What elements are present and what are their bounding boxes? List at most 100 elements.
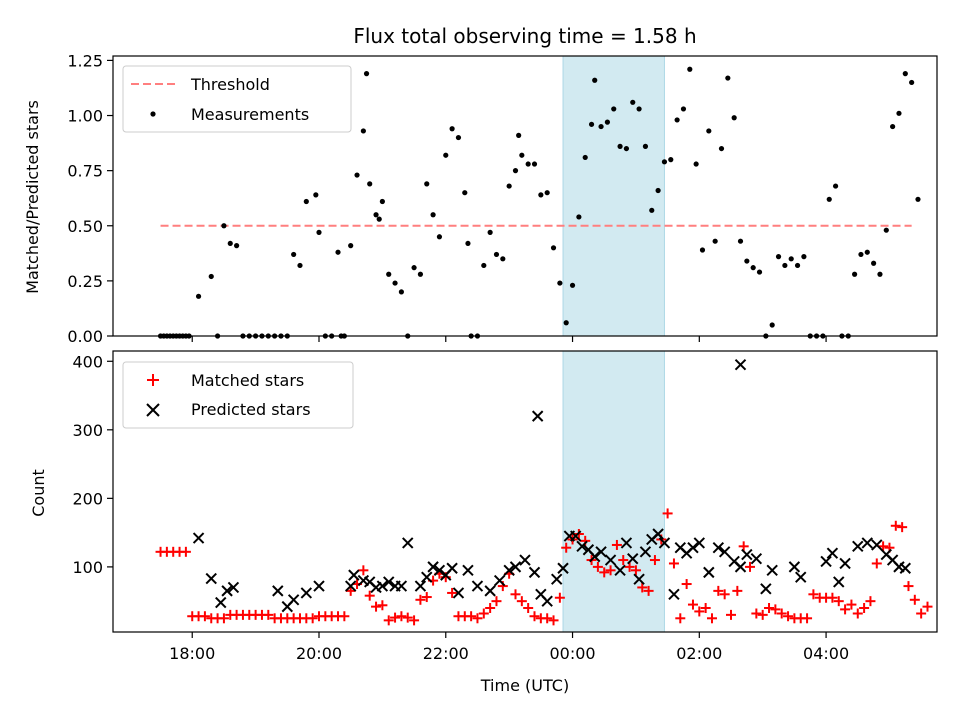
- marker-stroke: [205, 572, 217, 585]
- predicted-star-marker: [693, 537, 706, 549]
- matched-star-marker: [421, 592, 432, 603]
- measurement-point: [373, 212, 379, 218]
- measurement-point: [519, 152, 525, 158]
- matched-star-marker: [409, 615, 420, 626]
- measurement-point: [852, 271, 858, 277]
- marker-stroke: [509, 561, 522, 573]
- marker-stroke: [820, 555, 832, 568]
- marker-stroke: [364, 576, 376, 588]
- measurement-point: [890, 123, 896, 130]
- measurement-point: [506, 183, 512, 189]
- bottom-xtick-label: 02:00: [676, 644, 722, 663]
- marker-stroke: [433, 564, 446, 577]
- predicted-star-marker: [639, 546, 652, 558]
- measurement-point: [234, 243, 240, 249]
- matched-star-marker: [852, 608, 863, 619]
- predicted-star-marker: [604, 554, 617, 566]
- marker-stroke: [376, 580, 389, 592]
- marker-stroke: [541, 595, 553, 607]
- measurement-point: [788, 256, 794, 262]
- matched-star-marker: [491, 596, 502, 607]
- measurement-point: [550, 245, 557, 251]
- bottom-ytick-label: 100: [72, 558, 103, 577]
- matched-star-marker: [859, 603, 870, 614]
- predicted-star-marker: [519, 554, 531, 566]
- measurement-point: [588, 121, 595, 127]
- measurement-point: [411, 265, 417, 271]
- marker-stroke: [462, 564, 474, 577]
- measurement-point: [706, 128, 712, 134]
- measurement-point: [731, 115, 737, 121]
- predicted-star-marker: [633, 573, 645, 585]
- matched-star-marker: [840, 604, 851, 615]
- plot-layers: 0.00 0.25 0.50 0.75 1.00 1.25 100 200 300 400 18:0…: [67, 51, 938, 663]
- measurement-point: [725, 75, 731, 81]
- matched-star-marker: [662, 508, 673, 519]
- marker-stroke: [192, 532, 205, 544]
- matched-star-marker: [599, 567, 610, 578]
- marker-stroke: [503, 564, 515, 577]
- measurement-point: [718, 145, 725, 152]
- measurement-point: [896, 110, 902, 116]
- predicted-star-marker: [734, 561, 747, 573]
- measurement-point: [623, 145, 630, 152]
- matched-star-marker: [561, 542, 572, 553]
- measurement-point: [335, 249, 341, 255]
- marker-stroke: [395, 580, 408, 592]
- measurement-point: [693, 161, 699, 167]
- matched-star-marker: [700, 603, 711, 614]
- top-legend: [122, 65, 352, 133]
- bottom-ytick-label: 400: [72, 352, 103, 371]
- matched-star-marker: [542, 613, 553, 624]
- marker-stroke: [652, 528, 664, 540]
- matched-star-marker: [516, 596, 527, 607]
- marker-stroke: [535, 588, 547, 601]
- matched-star-marker: [402, 612, 413, 623]
- measurement-point: [379, 198, 385, 205]
- measurement-point: [569, 282, 576, 288]
- matched-star-marker: [364, 590, 375, 601]
- bottom-xtick-label: 00:00: [549, 644, 595, 663]
- measurement-point: [512, 168, 519, 174]
- matched-star-marker: [757, 609, 768, 620]
- matched-star-marker: [776, 608, 787, 619]
- predicted-star-marker: [421, 571, 433, 583]
- bottom-xtick-label: 04:00: [803, 644, 849, 663]
- matched-star-marker: [371, 601, 382, 612]
- matched-star-marker: [713, 585, 724, 596]
- measurement-point: [699, 247, 706, 253]
- marker-stroke: [760, 583, 772, 595]
- matched-star-marker: [529, 611, 540, 622]
- measurement-point: [363, 71, 370, 77]
- marker-stroke: [272, 585, 284, 597]
- top-highlight-span: [562, 55, 665, 337]
- predicted-star-marker: [839, 557, 851, 570]
- marker-stroke: [668, 588, 680, 601]
- predicted-star-marker: [221, 585, 233, 597]
- marker-stroke: [893, 561, 905, 573]
- bottom-xlabel: Time (UTC): [480, 676, 569, 695]
- predicted-star-marker: [899, 562, 912, 574]
- measurement-point: [864, 249, 870, 255]
- bottom-xtick-label: 22:00: [423, 644, 469, 663]
- predicted-star-marker: [471, 580, 484, 592]
- measurement-point: [386, 271, 392, 277]
- legend-matched-swatch: [147, 374, 159, 386]
- predicted-star-marker: [614, 564, 626, 577]
- marker-stroke: [215, 596, 227, 609]
- predicted-star-marker: [376, 580, 389, 592]
- measurement-point: [630, 99, 636, 105]
- marker-stroke: [703, 566, 715, 579]
- measurement-point: [443, 152, 449, 158]
- measurement-point: [611, 106, 617, 112]
- marker-stroke: [576, 540, 588, 553]
- matched-star-marker: [694, 606, 705, 617]
- predicted-star-marker: [484, 585, 496, 597]
- bottom-highlight-span: [562, 350, 665, 633]
- predicted-star-marker: [861, 537, 873, 549]
- measurement-point: [487, 229, 493, 235]
- predicted-star-marker: [620, 537, 633, 549]
- measurement-point: [455, 134, 462, 141]
- marker-stroke: [833, 576, 845, 588]
